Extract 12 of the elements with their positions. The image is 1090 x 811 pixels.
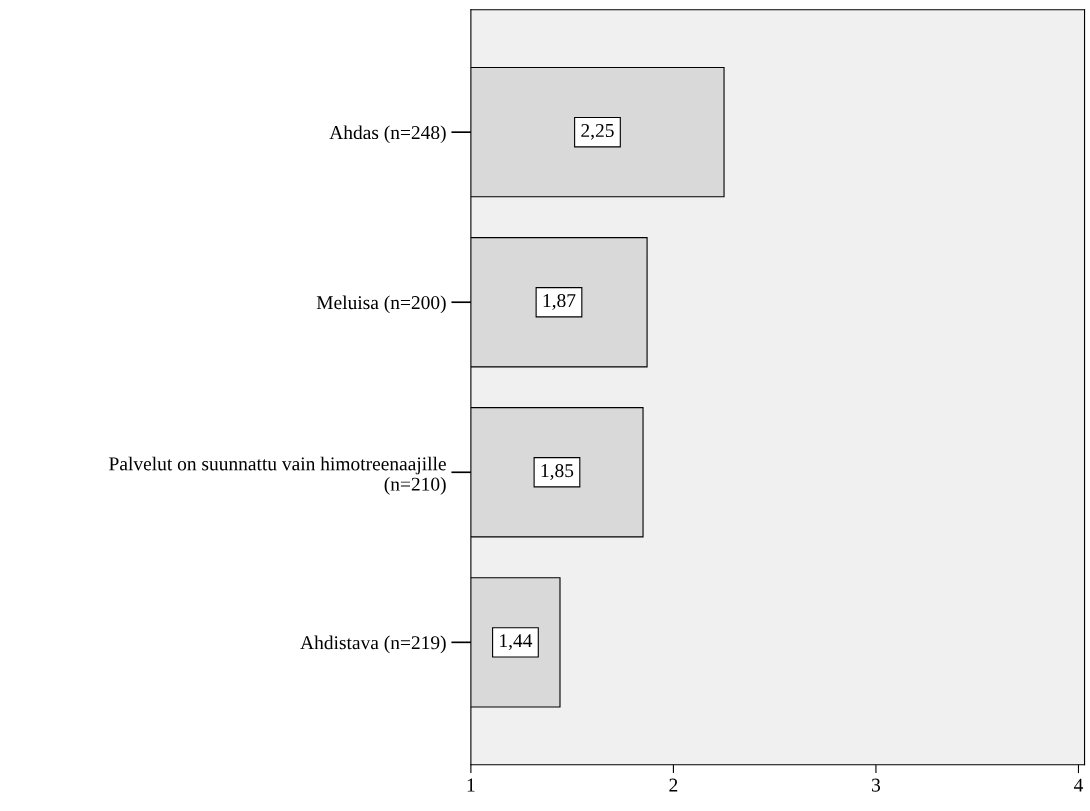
y-tick-label: Ahdistava (n=219) bbox=[300, 635, 446, 654]
x-tick-label: 4 bbox=[1073, 778, 1084, 792]
data-label: 1,85 bbox=[541, 464, 574, 480]
x-tick-label: 3 bbox=[872, 778, 881, 792]
data-label: 1,87 bbox=[543, 293, 576, 310]
x-tick-label: 2 bbox=[669, 778, 678, 792]
data-label: 1,44 bbox=[500, 634, 533, 650]
data-label: 2,25 bbox=[581, 123, 614, 140]
y-tick-label: Palvelut on suunnattu vain himotreenaajille (n=210) bbox=[109, 456, 446, 495]
x-tick-label: 1 bbox=[467, 778, 475, 792]
y-tick-label: Meluisa (n=200) bbox=[316, 295, 446, 314]
y-tick-label: Ahdas (n=248) bbox=[329, 125, 446, 144]
